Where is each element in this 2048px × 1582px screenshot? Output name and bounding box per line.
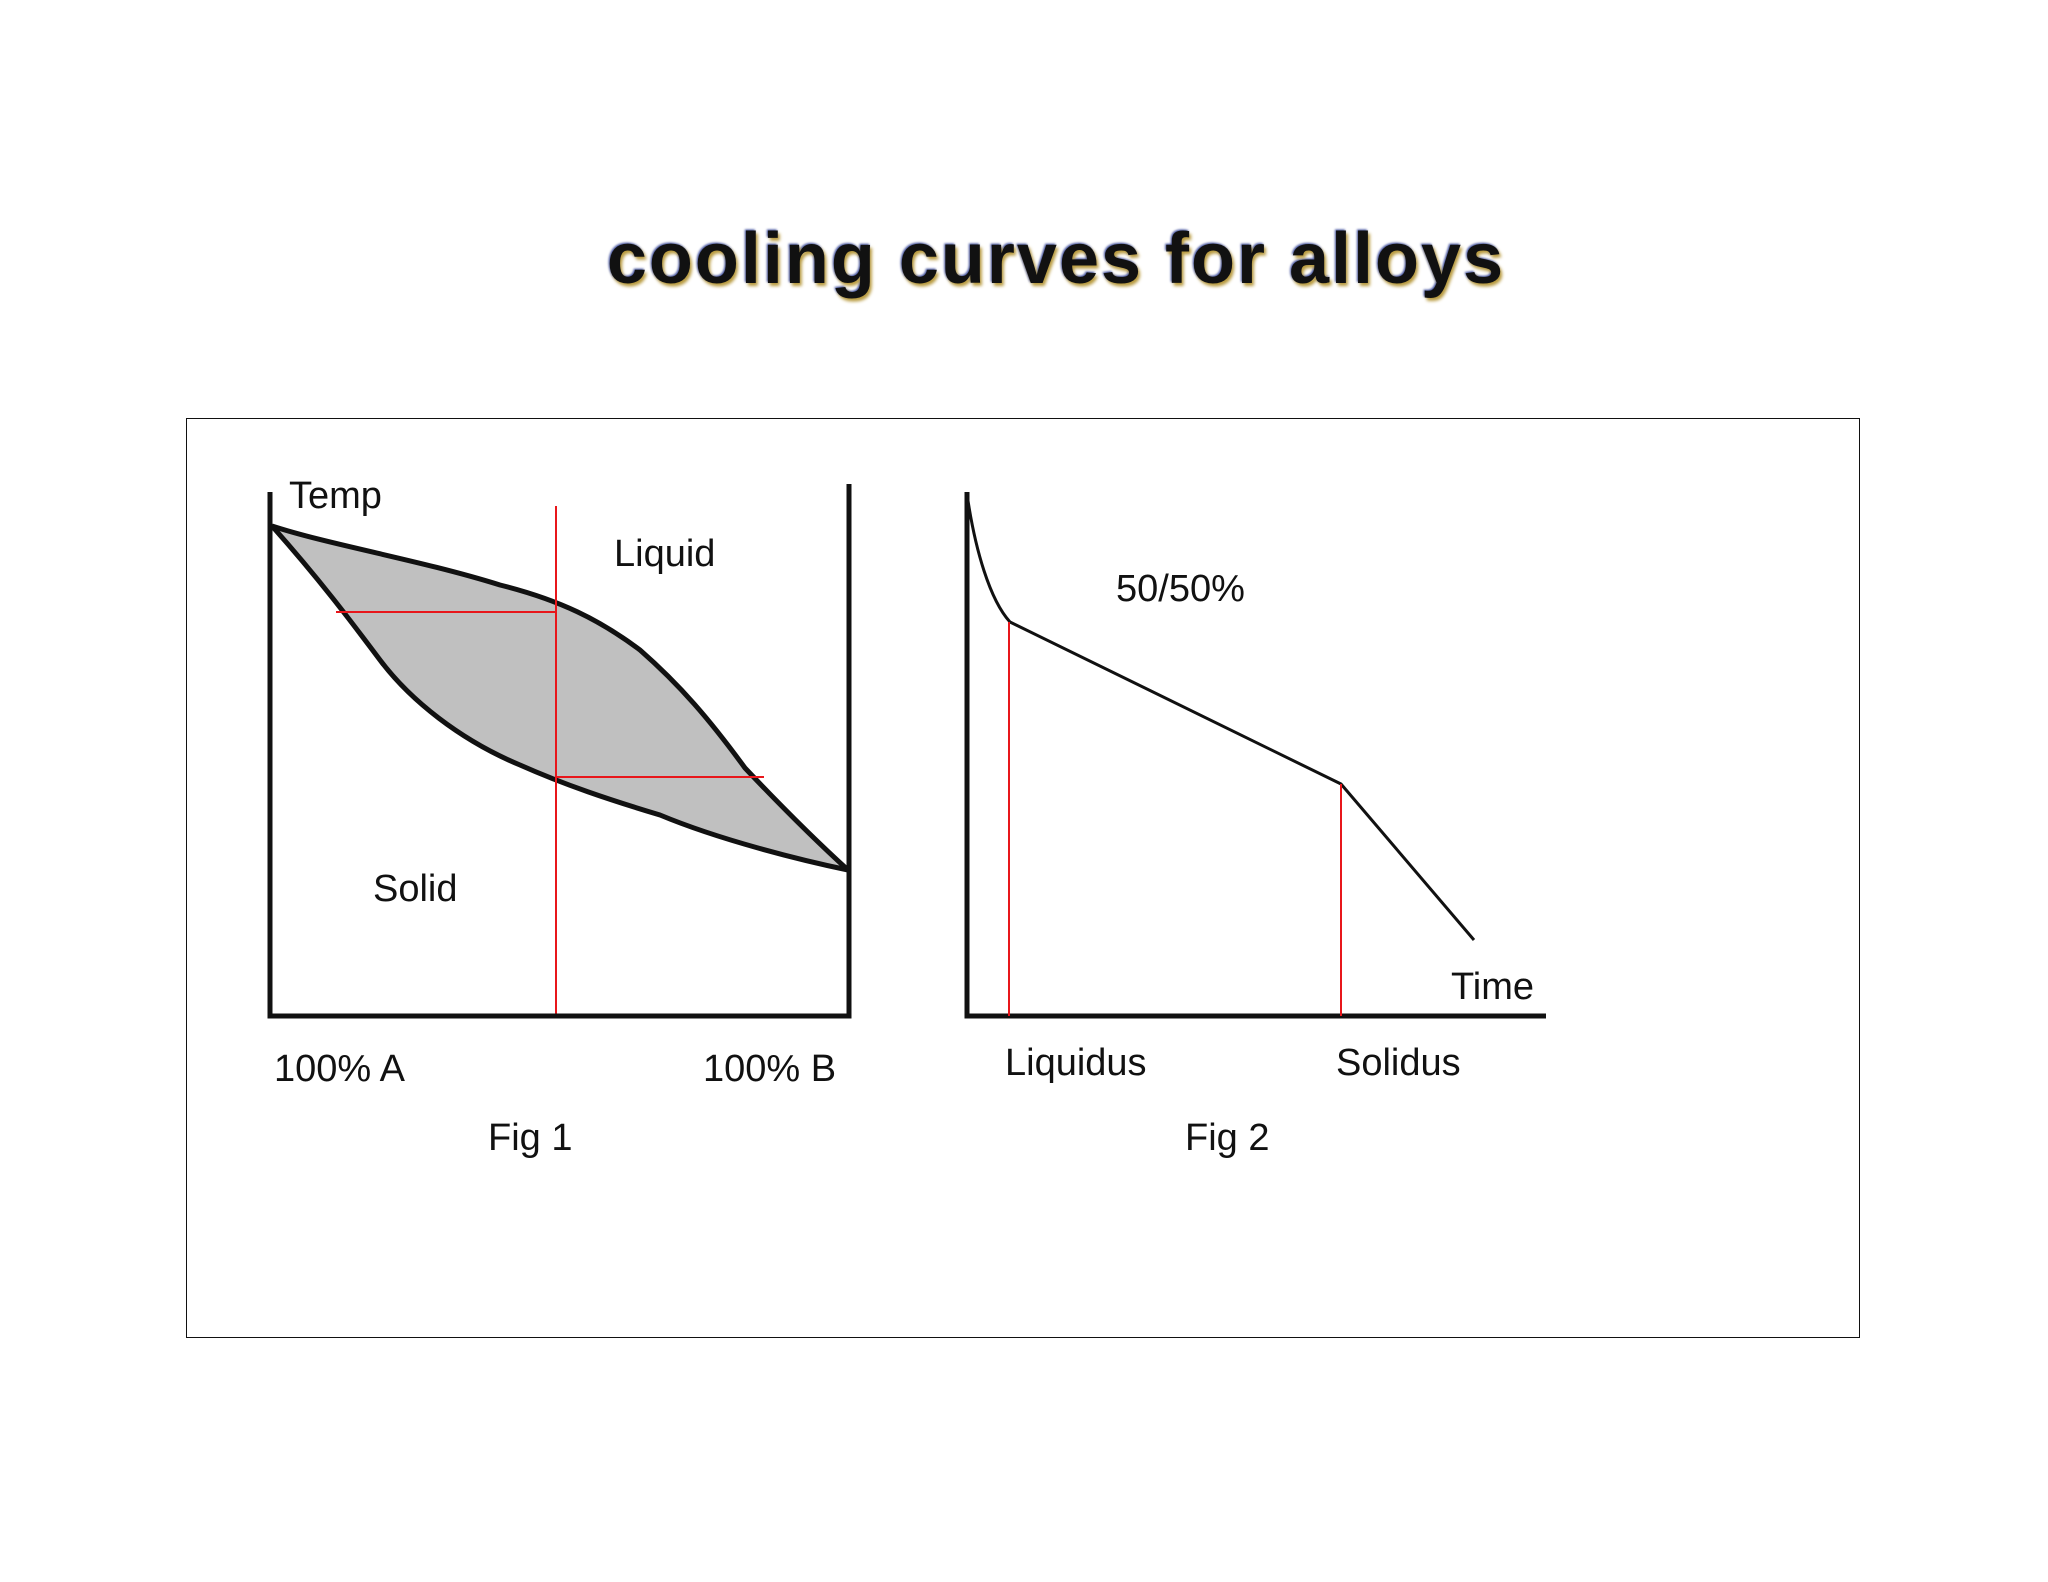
fig1-solid-label: Solid [373, 868, 458, 910]
fig1-axes [267, 484, 852, 1019]
fig1-x-label-right: 100% B [703, 1048, 836, 1090]
fig2-composition-label: 50/50% [1116, 568, 1245, 610]
fig2-liquidus-label: Liquidus [1005, 1042, 1147, 1084]
fig1-liquid-label: Liquid [614, 533, 715, 575]
fig2-cooling-curve: 50/50% Time Liquidus Solidus Fig 2 [964, 492, 1546, 1159]
fig1-solidus-curve [270, 524, 849, 873]
figure-frame [186, 418, 1860, 1338]
fig2-time-label: Time [1451, 966, 1534, 1008]
fig1-liquidus-curve [271, 523, 850, 872]
fig2-cooling-curve-line [965, 493, 1476, 941]
fig1-x-label-left: 100% A [274, 1048, 406, 1090]
fig1-two-phase-region [272, 526, 848, 870]
fig1-temp-label: Temp [289, 475, 382, 517]
fig1-phase-diagram: Temp Liquid Solid 100% A 100% B Fig 1 [267, 475, 852, 1159]
fig2-axes [964, 492, 1546, 1019]
slide-title: cooling curves for alloys [606, 219, 1506, 299]
fig1-caption: Fig 1 [488, 1117, 572, 1159]
fig2-caption: Fig 2 [1185, 1117, 1269, 1159]
fig2-solidus-label: Solidus [1336, 1042, 1461, 1084]
